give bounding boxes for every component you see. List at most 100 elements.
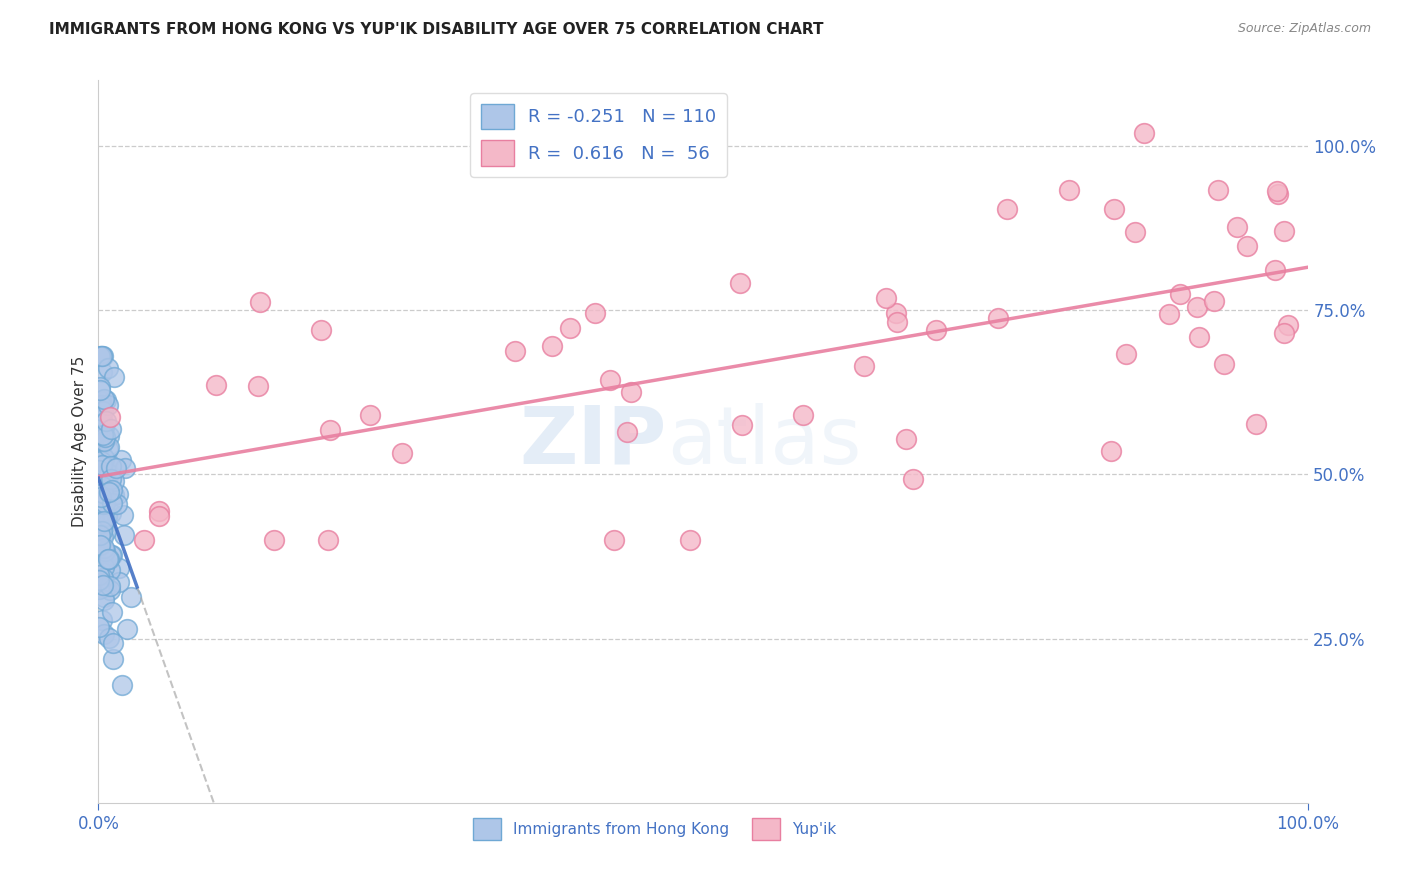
Point	[110, 452, 132, 467]
Point	[132, 533, 155, 547]
Point	[925, 323, 948, 337]
Point	[100, 548, 122, 562]
Point	[105, 461, 128, 475]
Point	[87, 567, 110, 582]
Point	[1264, 263, 1286, 277]
Point	[101, 652, 124, 666]
Point	[98, 409, 121, 424]
Point	[1267, 187, 1289, 202]
Point	[1272, 326, 1295, 340]
Point	[93, 430, 115, 444]
Point	[87, 515, 110, 529]
Point	[90, 479, 112, 493]
Point	[603, 533, 626, 547]
Text: ZIP: ZIP	[519, 402, 666, 481]
Point	[679, 533, 702, 547]
Point	[98, 583, 121, 598]
Point	[90, 349, 112, 363]
Point	[1099, 444, 1122, 458]
Point	[1185, 300, 1208, 314]
Point	[359, 409, 381, 423]
Point	[87, 581, 110, 595]
Point	[98, 485, 121, 500]
Point	[87, 582, 110, 596]
Point	[1057, 184, 1080, 198]
Point	[1246, 417, 1268, 431]
Point	[90, 393, 112, 408]
Point	[107, 560, 129, 574]
Point	[91, 436, 114, 450]
Point	[87, 620, 110, 634]
Point	[91, 458, 114, 472]
Point	[93, 590, 115, 604]
Point	[91, 400, 114, 414]
Point	[98, 579, 121, 593]
Legend: Immigrants from Hong Kong, Yup'ik: Immigrants from Hong Kong, Yup'ik	[467, 812, 842, 846]
Point	[91, 497, 114, 511]
Point	[1133, 126, 1156, 140]
Point	[103, 475, 125, 489]
Point	[560, 321, 582, 335]
Point	[87, 573, 110, 587]
Point	[97, 442, 120, 457]
Point	[93, 511, 115, 525]
Point	[91, 613, 114, 627]
Point	[100, 422, 122, 436]
Point	[94, 524, 117, 538]
Point	[995, 202, 1018, 216]
Point	[89, 527, 111, 541]
Point	[101, 636, 124, 650]
Point	[90, 440, 112, 454]
Point	[97, 440, 120, 454]
Point	[91, 349, 114, 363]
Point	[93, 496, 115, 510]
Point	[112, 527, 135, 541]
Point	[90, 454, 112, 468]
Point	[89, 473, 111, 487]
Point	[103, 370, 125, 384]
Point	[89, 463, 111, 477]
Point	[1170, 286, 1192, 301]
Point	[316, 533, 339, 547]
Point	[1204, 294, 1226, 309]
Point	[90, 467, 112, 481]
Point	[89, 507, 111, 521]
Point	[103, 488, 125, 502]
Point	[1265, 184, 1288, 198]
Point	[93, 541, 115, 556]
Point	[115, 622, 138, 636]
Point	[93, 451, 115, 466]
Point	[97, 455, 120, 469]
Point	[100, 506, 122, 520]
Text: IMMIGRANTS FROM HONG KONG VS YUP'IK DISABILITY AGE OVER 75 CORRELATION CHART: IMMIGRANTS FROM HONG KONG VS YUP'IK DISA…	[49, 22, 824, 37]
Point	[263, 533, 285, 547]
Point	[90, 524, 112, 539]
Point	[1206, 183, 1229, 197]
Point	[94, 518, 117, 533]
Point	[100, 458, 122, 473]
Point	[111, 508, 134, 522]
Point	[503, 344, 526, 359]
Point	[93, 392, 115, 406]
Point	[94, 393, 117, 408]
Point	[852, 359, 875, 373]
Point	[89, 349, 111, 363]
Point	[96, 483, 118, 498]
Point	[204, 377, 226, 392]
Point	[97, 399, 120, 413]
Point	[1272, 224, 1295, 238]
Point	[90, 499, 112, 513]
Point	[901, 472, 924, 486]
Point	[91, 427, 114, 442]
Point	[97, 361, 120, 376]
Point	[91, 365, 114, 379]
Point	[93, 404, 115, 418]
Point	[246, 379, 269, 393]
Point	[1123, 225, 1146, 239]
Point	[1102, 202, 1125, 216]
Text: atlas: atlas	[666, 402, 860, 481]
Point	[89, 538, 111, 552]
Point	[148, 509, 170, 524]
Point	[1236, 239, 1258, 253]
Point	[87, 434, 110, 449]
